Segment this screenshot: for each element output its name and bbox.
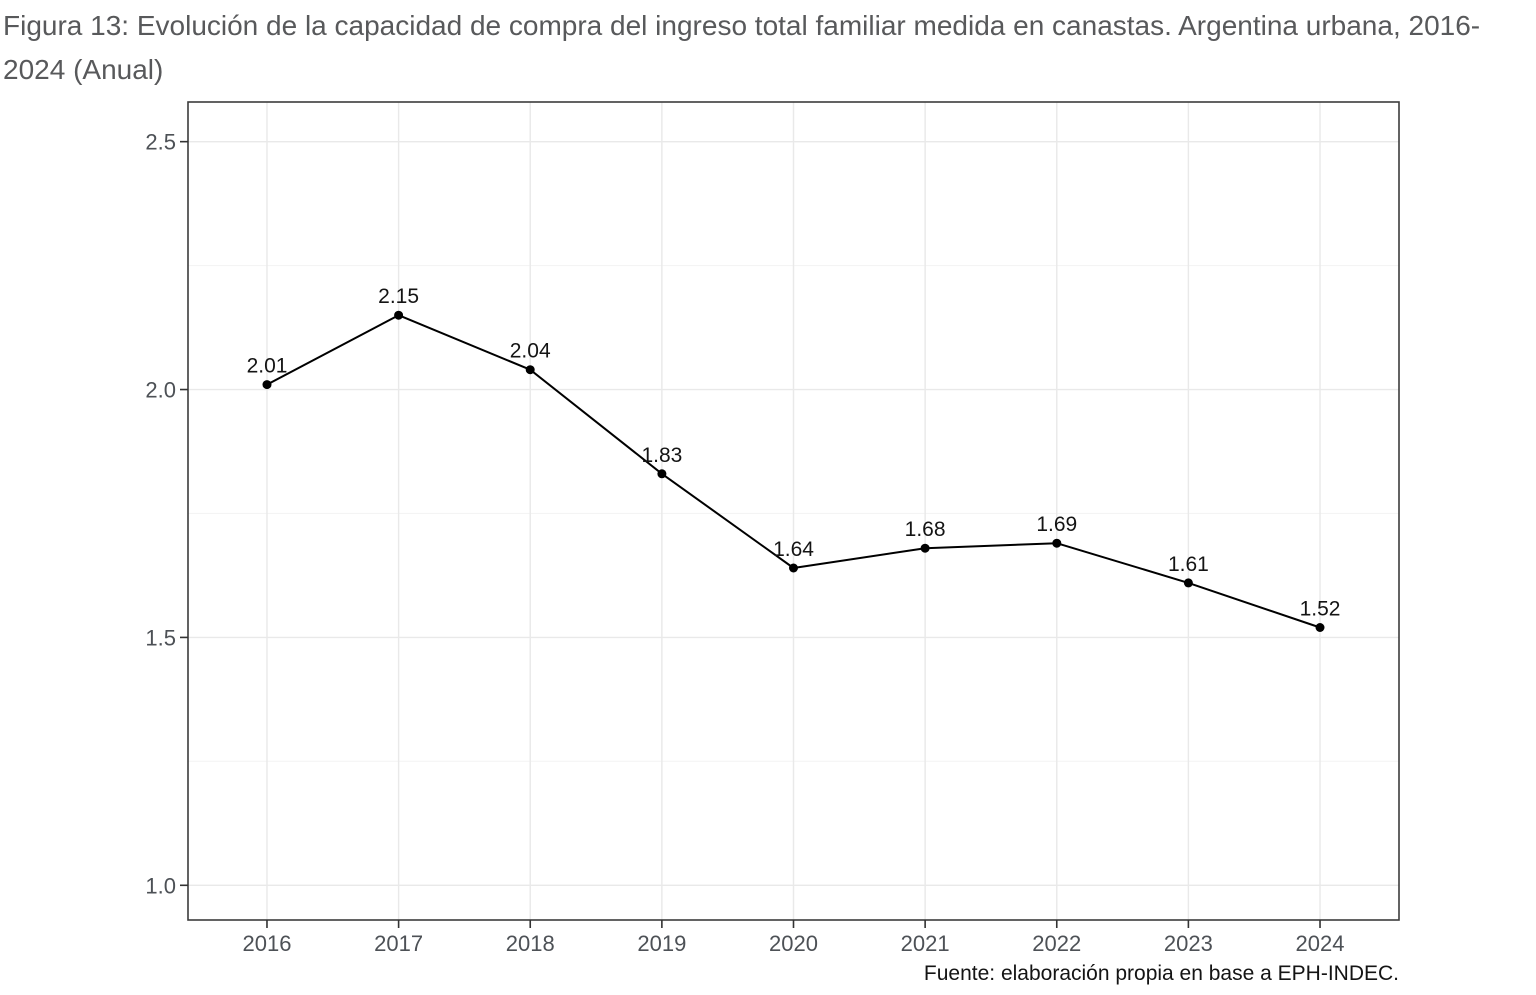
y-tick-label: 1.0 xyxy=(145,873,176,898)
data-point xyxy=(525,365,535,375)
x-tick-label: 2018 xyxy=(506,931,555,956)
gridlines-major-x xyxy=(266,102,1321,920)
data-point-label: 1.61 xyxy=(1168,553,1209,576)
x-tick-label: 2017 xyxy=(374,931,423,956)
data-point xyxy=(1183,578,1193,588)
data-point-label: 1.68 xyxy=(905,518,946,541)
x-axis-labels: 2016 2017 2018 2019 2020 2021 2022 2023 2024 xyxy=(243,931,1345,956)
data-points xyxy=(262,310,1325,632)
data-point-label: 1.83 xyxy=(641,444,682,467)
data-point-label: 1.69 xyxy=(1036,513,1077,536)
x-tick-label: 2023 xyxy=(1164,931,1213,956)
data-point-label: 1.64 xyxy=(773,538,814,561)
y-tick-label: 2.5 xyxy=(145,130,176,155)
x-tick-label: 2019 xyxy=(637,931,686,956)
x-tick-label: 2024 xyxy=(1296,931,1345,956)
x-tick-label: 2016 xyxy=(243,931,292,956)
data-point xyxy=(394,310,404,320)
data-point-labels: 2.01 2.15 2.04 1.83 1.64 1.68 1.69 1.61 1.52 xyxy=(247,285,1341,620)
data-point xyxy=(262,380,272,390)
y-tick-label: 1.5 xyxy=(145,625,176,650)
data-point-label: 2.15 xyxy=(378,285,419,308)
y-axis-ticks xyxy=(180,140,188,887)
x-tick-label: 2021 xyxy=(901,931,950,956)
data-point-label: 1.52 xyxy=(1300,598,1341,621)
y-tick-label: 2.0 xyxy=(145,378,176,403)
data-point xyxy=(657,469,667,479)
data-point xyxy=(920,543,930,553)
figure-source-caption: Fuente: elaboración propia en base a EPH… xyxy=(923,962,1399,985)
y-axis-labels: 1.0 1.5 2.0 2.5 xyxy=(145,130,176,899)
data-point-label: 2.04 xyxy=(510,340,551,363)
x-axis-ticks xyxy=(266,920,1321,928)
data-point-label: 2.01 xyxy=(247,355,288,378)
x-tick-label: 2020 xyxy=(769,931,818,956)
data-point xyxy=(1315,623,1325,632)
figure-title: Figura 13: Evolución de la capacidad de … xyxy=(3,10,1481,85)
data-point xyxy=(789,563,798,573)
x-tick-label: 2022 xyxy=(1032,931,1081,956)
data-point xyxy=(1052,538,1062,548)
